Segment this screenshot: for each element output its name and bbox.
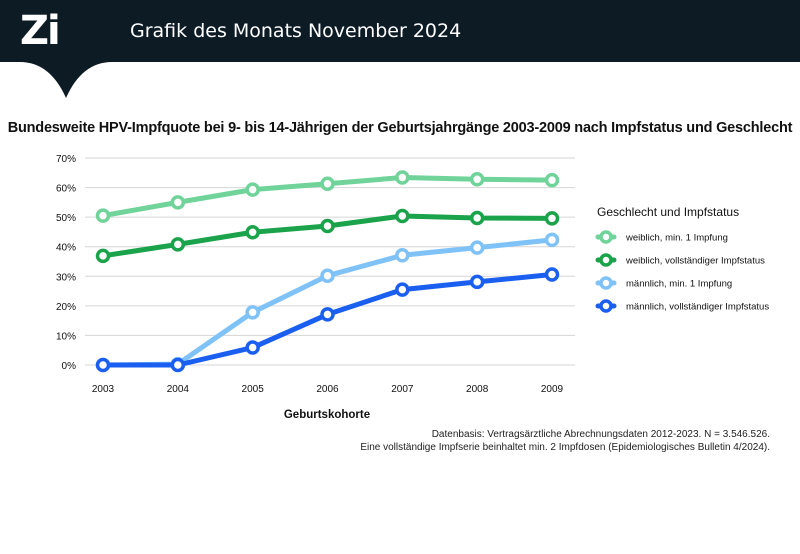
y-tick-label: 30%: [56, 272, 76, 283]
data-point: [469, 274, 485, 290]
data-point: [395, 248, 410, 263]
data-point: [170, 237, 186, 252]
y-tick-label: 0%: [62, 361, 77, 372]
legend-label: weiblich, vollständiger Impfstatus: [625, 256, 765, 267]
footnote-line-1: Datenbasis: Vertragsärztliche Abrechnung…: [431, 429, 770, 440]
logo: Zi: [20, 8, 61, 54]
data-point: [245, 224, 260, 240]
data-point: [544, 267, 560, 282]
data-point: [320, 307, 335, 322]
data-point: [469, 240, 485, 255]
legend-label: weiblich, min. 1 Impfung: [625, 233, 728, 244]
y-tick-label: 40%: [56, 243, 76, 254]
x-tick-label: 2008: [466, 384, 489, 395]
data-point: [469, 172, 485, 187]
data-point: [95, 357, 111, 373]
header-banner-shape: [0, 0, 800, 98]
series-line: [100, 237, 555, 368]
y-tick-label: 20%: [56, 302, 76, 313]
data-point: [544, 232, 560, 248]
data-point: [95, 208, 111, 223]
data-point: [245, 340, 260, 355]
x-tick-label: 2004: [167, 384, 190, 395]
header-title: Grafik des Monats November 2024: [130, 20, 462, 42]
x-tick-label: 2006: [316, 384, 339, 395]
y-tick-label: 60%: [56, 184, 76, 195]
data-point: [320, 268, 335, 283]
data-point: [320, 176, 335, 191]
footnote-line-2: Eine vollständige Impfserie beinhaltet m…: [360, 442, 770, 453]
data-point: [395, 282, 410, 297]
legend-swatch-marker: [599, 299, 613, 313]
legend-swatch-marker: [599, 253, 613, 267]
legend-label: männlich, min. 1 Impfung: [626, 279, 732, 290]
data-point: [395, 208, 410, 224]
header-bar: Zi Grafik des Monats November 2024: [0, 0, 800, 98]
legend-swatch-marker: [599, 276, 613, 290]
legend-title: Geschlecht und Impfstatus: [597, 205, 739, 219]
data-point: [469, 210, 485, 226]
data-point: [544, 211, 560, 226]
data-point: [320, 218, 335, 234]
chart-title: Bundesweite HPV-Impfquote bei 9- bis 14-…: [7, 120, 793, 136]
data-point: [170, 195, 186, 210]
footnote: Datenbasis: Vertragsärztliche Abrechnung…: [360, 428, 770, 454]
x-tick-label: 2009: [541, 384, 564, 395]
data-point: [245, 305, 260, 320]
data-point: [95, 248, 111, 264]
data-point: [395, 170, 410, 185]
x-tick-label: 2005: [242, 384, 265, 395]
x-tick-label: 2007: [391, 384, 414, 395]
data-point: [245, 182, 260, 197]
x-axis-label: Geburtskohorte: [284, 409, 370, 421]
y-tick-label: 10%: [56, 331, 76, 342]
legend-swatch-marker: [599, 230, 613, 244]
y-tick-label: 70%: [56, 154, 76, 165]
x-tick-label: 2003: [92, 384, 115, 395]
data-point: [170, 357, 186, 373]
legend-label: männlich, vollständiger Impfstatus: [626, 302, 769, 313]
data-point: [544, 172, 560, 188]
y-tick-label: 50%: [56, 213, 76, 224]
